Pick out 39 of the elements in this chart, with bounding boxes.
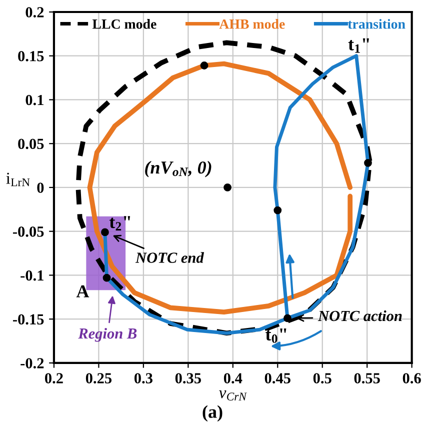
y-tick-label: 0.15 [18,50,44,62]
annotation: NOTC end [135,252,204,263]
legend-label: LLC mode [92,19,156,29]
legend-label: transition [348,19,406,29]
x-tick-label: 0.4 [224,373,242,384]
annotation: NOTC action [318,310,402,322]
y-tick-label: -0.15 [12,314,44,325]
y-tick-label: -0.2 [20,358,44,368]
x-tick-label: 0.25 [86,373,112,384]
annotation: (nV$_{oN}$, 0) [145,160,212,178]
y-axis-title: i$_{LrN}$ [6,172,30,186]
annotation: Region B [78,328,137,342]
point [224,184,232,192]
y-tick-label: -0.1 [20,270,44,281]
legend-label: AHB mode [219,19,285,29]
x-tick-label: 0.55 [354,373,380,384]
point [101,228,109,236]
y-tick-label: -0.05 [12,226,44,237]
text: (a) [202,405,222,422]
x-tick-label: 0.3 [134,373,152,384]
x-tick-label: 0.35 [175,373,201,384]
annotation: t$_{0}$" [266,328,286,343]
y-tick-label: 0.2 [26,7,44,18]
x-tick-label: 0.5 [313,373,332,384]
point [364,158,372,167]
point [274,206,282,214]
y-tick-label: 0.1 [26,94,44,106]
x-tick-label: 0.2 [45,373,63,384]
x-tick-label: 0.6 [402,373,421,384]
point [284,314,292,322]
y-tick-label: 0 [37,182,44,193]
annotation: t$_{1}$" [348,38,369,53]
point [102,274,111,282]
y-tick-label: 0.05 [18,138,44,150]
x-tick-label: 0.45 [264,373,290,384]
x-axis-title: v$_{CrN}$ [219,390,247,400]
annotation: t$_{2}$" [109,216,130,230]
point [200,62,208,70]
annotation: A [76,285,90,298]
